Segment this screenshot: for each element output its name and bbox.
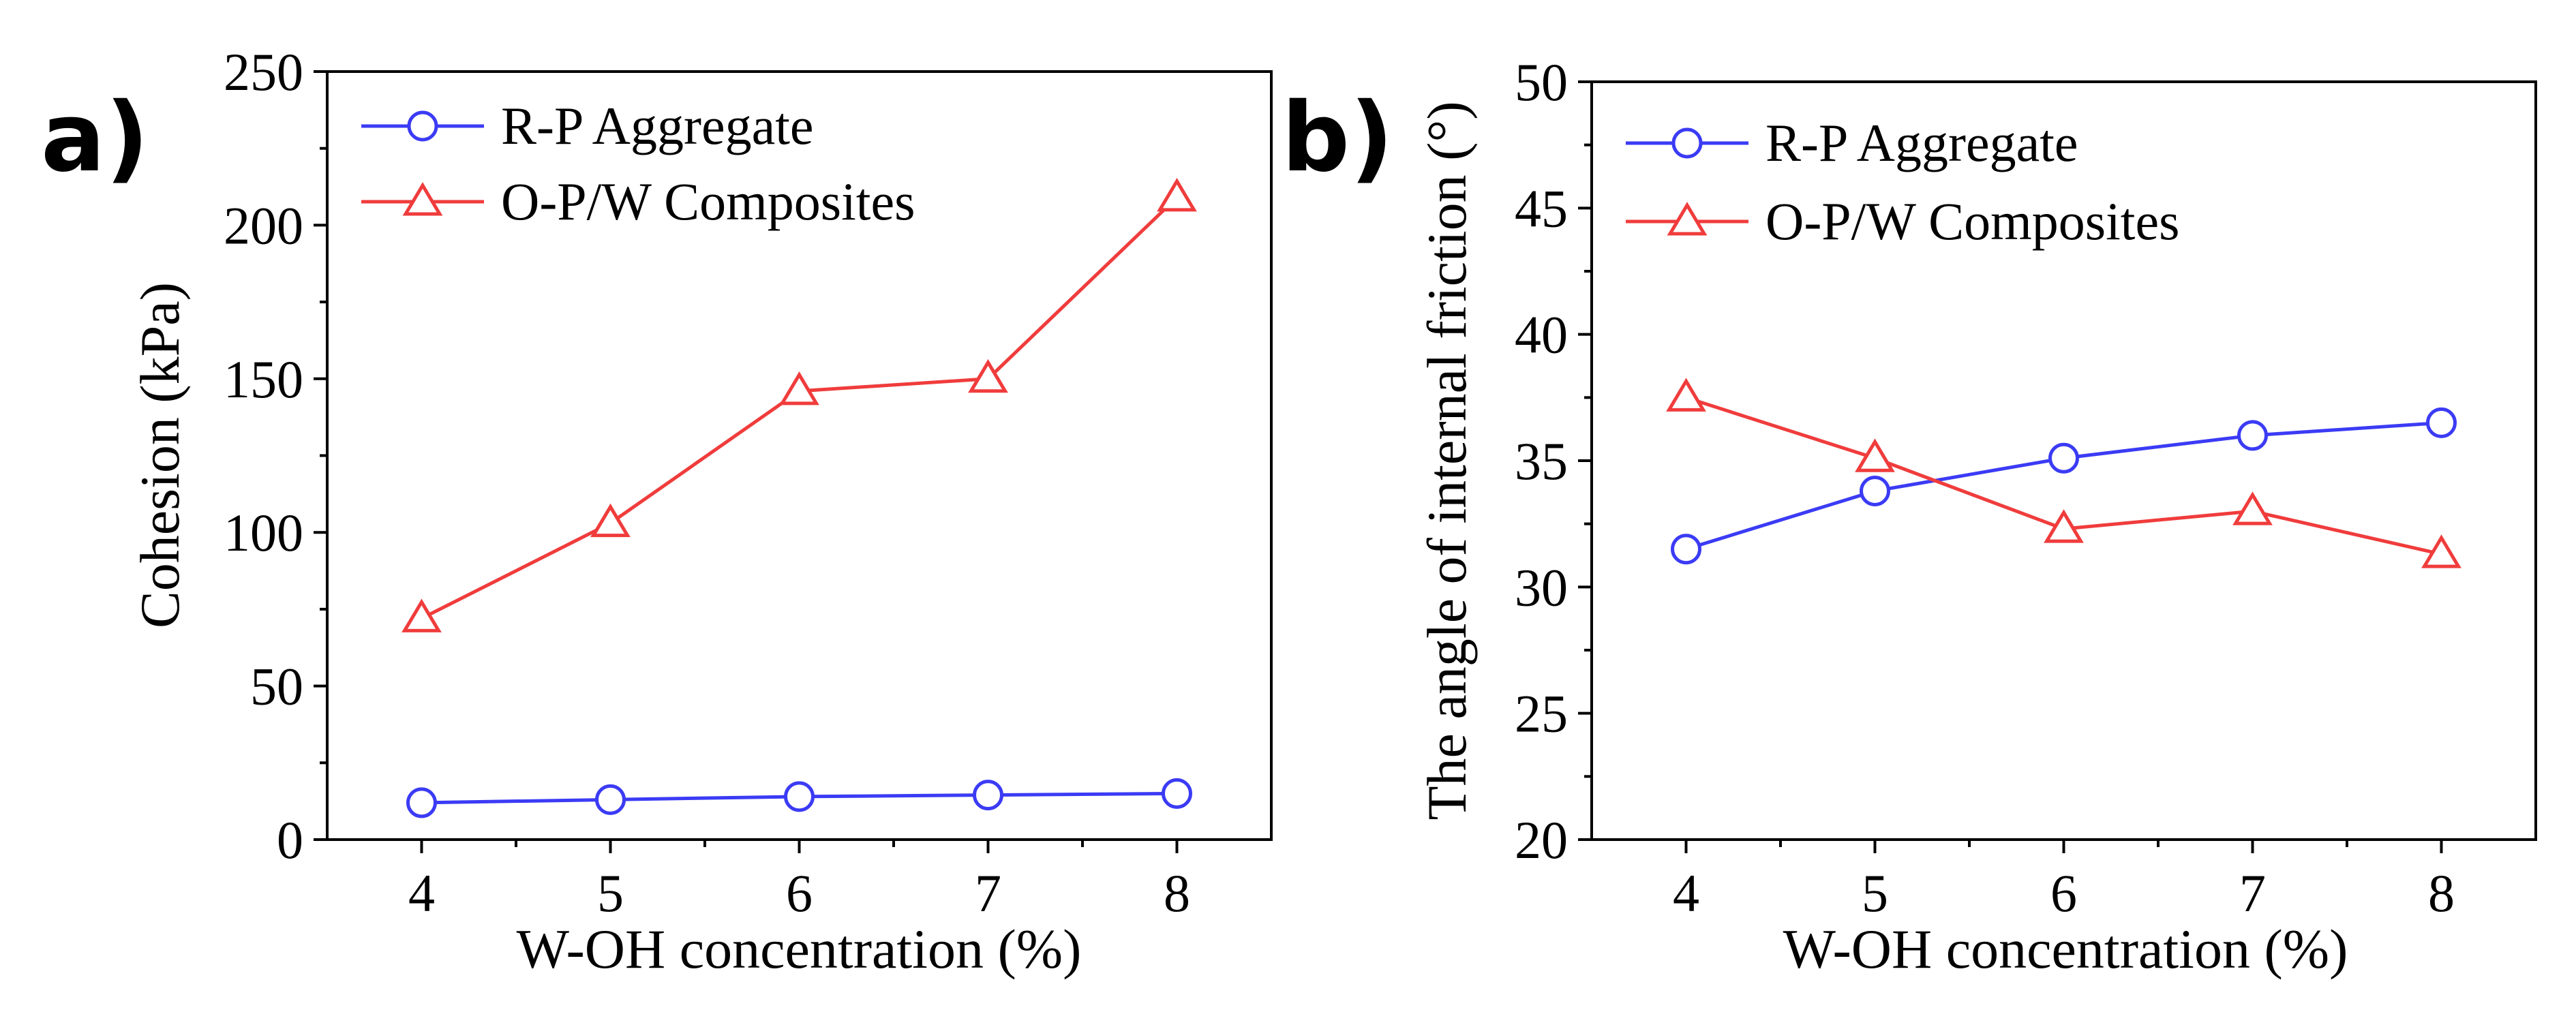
- data-point-r-p-aggregate: [2426, 407, 2457, 438]
- data-point-o-p-w-composites: [2232, 491, 2273, 525]
- x-tick-label: 6: [2050, 863, 2077, 923]
- panel-a-cohesion-chart: a) 0 50 100 150 200 250 4 5 6 7 8 W-OH concentrat…: [41, 42, 1273, 980]
- x-tick-label: 4: [408, 863, 435, 923]
- y-tick-label: 200: [224, 196, 303, 255]
- y-tick-label: 40: [1515, 305, 1568, 365]
- data-point-r-p-aggregate: [2048, 442, 2079, 474]
- data-point-o-p-w-composites: [968, 358, 1008, 393]
- panel-b-series: [1666, 378, 2461, 568]
- data-point-o-p-w-composites: [2044, 509, 2084, 543]
- legend-circle-marker-icon: [407, 110, 438, 142]
- data-point-r-p-aggregate: [595, 784, 626, 815]
- x-tick-label: 7: [2239, 863, 2266, 923]
- panel-a-x-axis-title: W-OH concentration (%): [517, 918, 1082, 980]
- data-point-o-p-w-composites: [2421, 534, 2461, 568]
- y-tick-label: 45: [1515, 179, 1568, 238]
- y-tick-label: 20: [1515, 810, 1568, 870]
- data-point-o-p-w-composites: [779, 371, 819, 405]
- legend-label-r-p-aggregate: R-P Aggregate: [501, 96, 814, 155]
- x-tick-label: 7: [975, 863, 1001, 923]
- series-line-o-p-w-composites: [421, 196, 1179, 620]
- data-point-r-p-aggregate: [1860, 475, 1890, 506]
- data-point-r-p-aggregate: [973, 780, 1003, 811]
- panel-a-series: [401, 177, 1197, 818]
- panel-b-y-axis-title: The angle of internal friction (°): [1416, 101, 1478, 820]
- y-tick-label: 50: [1515, 52, 1568, 112]
- data-point-r-p-aggregate: [784, 781, 815, 812]
- y-tick-label: 35: [1515, 431, 1568, 491]
- x-tick-label: 6: [786, 863, 813, 923]
- y-tick-label: 0: [277, 810, 303, 870]
- panel-b-x-axis-title: W-OH concentration (%): [1783, 918, 2348, 980]
- data-point-r-p-aggregate: [406, 787, 437, 818]
- x-tick-label: 8: [1164, 863, 1190, 923]
- x-tick-label: 4: [1673, 863, 1699, 923]
- data-point-o-p-w-composites: [1157, 177, 1197, 212]
- x-tick-label: 8: [2428, 863, 2455, 923]
- y-tick-label: 25: [1515, 684, 1568, 744]
- panel-b-label: b): [1282, 82, 1393, 194]
- y-tick-label: 100: [224, 503, 303, 562]
- panel-a-legend: R-P Aggregate O-P/W Composites: [361, 96, 915, 231]
- panel-b-x-axis: 4 5 6 7 8: [1673, 840, 2455, 923]
- y-tick-label: 250: [224, 42, 303, 102]
- legend-label-r-p-aggregate: R-P Aggregate: [1766, 113, 2078, 172]
- legend-triangle-marker-icon: [402, 182, 443, 216]
- y-tick-label: 150: [224, 350, 303, 409]
- panel-b-y-axis: 20 25 30 35 40 45 50: [1515, 52, 1592, 870]
- panel-a-label: a): [41, 82, 149, 194]
- data-point-r-p-aggregate: [1671, 534, 1701, 565]
- panel-a-y-axis: 0 50 100 150 200 250: [224, 42, 327, 870]
- data-point-o-p-w-composites: [1666, 378, 1706, 412]
- x-tick-label: 5: [1862, 863, 1888, 923]
- x-tick-label: 5: [597, 863, 624, 923]
- data-point-o-p-w-composites: [401, 598, 442, 632]
- legend-label-o-p-w-composites: O-P/W Composites: [1766, 191, 2179, 251]
- legend-circle-marker-icon: [1671, 127, 1703, 159]
- panel-a-y-axis-title: Cohesion (kPa): [129, 282, 191, 628]
- data-point-r-p-aggregate: [1162, 778, 1192, 809]
- data-point-o-p-w-composites: [1855, 438, 1895, 472]
- data-point-o-p-w-composites: [590, 503, 631, 538]
- legend-triangle-marker-icon: [1667, 202, 1708, 236]
- panel-a-x-axis: 4 5 6 7 8: [408, 840, 1190, 923]
- panel-b-legend: R-P Aggregate O-P/W Composites: [1626, 113, 2179, 251]
- data-point-r-p-aggregate: [2237, 420, 2268, 451]
- legend-label-o-p-w-composites: O-P/W Composites: [501, 172, 915, 231]
- y-tick-label: 50: [250, 657, 303, 716]
- y-tick-label: 30: [1515, 557, 1568, 617]
